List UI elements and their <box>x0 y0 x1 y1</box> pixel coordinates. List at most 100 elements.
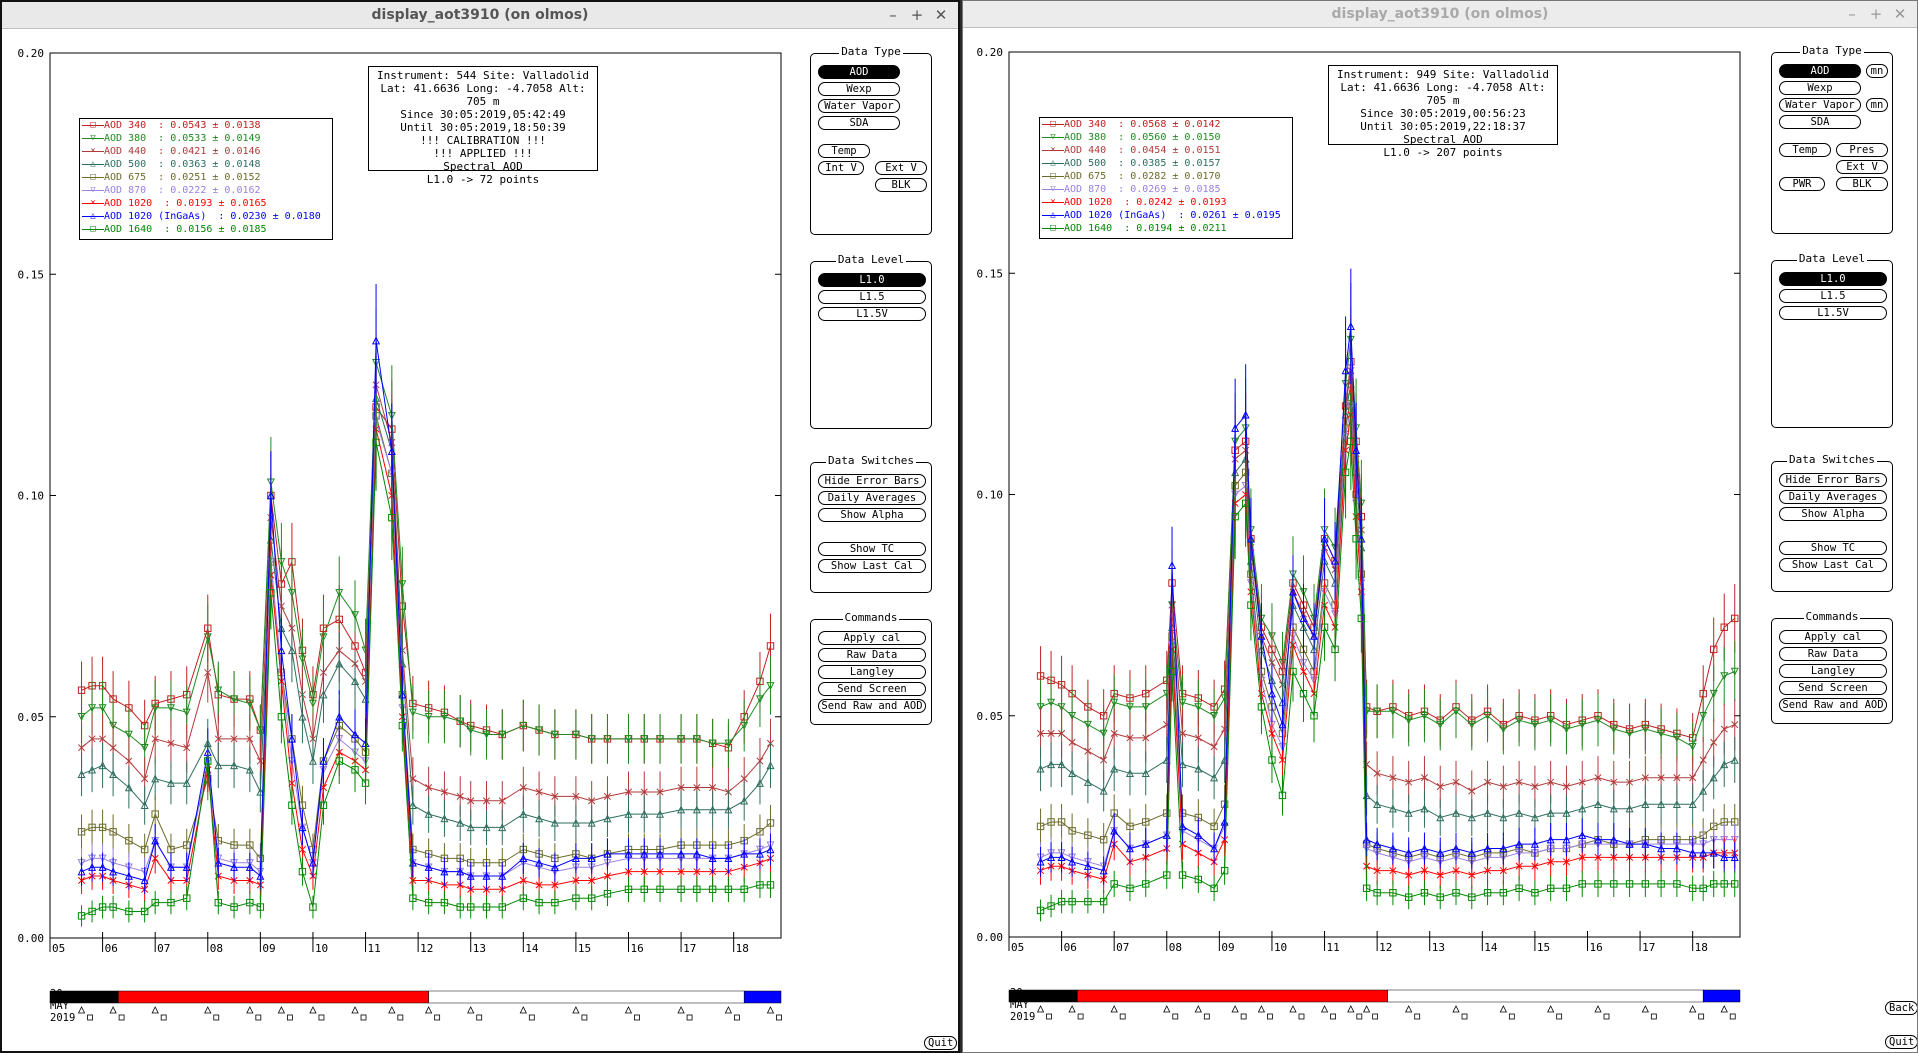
data-point <box>1593 799 1603 808</box>
level-l15-button[interactable]: L1.5 <box>1779 289 1887 303</box>
data-point <box>1709 773 1718 782</box>
level-l15v-button[interactable]: L1.5V <box>818 307 926 321</box>
pres-button[interactable]: Pres <box>1836 143 1888 157</box>
measurement-marker <box>1362 1005 1371 1013</box>
legend-marker-glyph: △ <box>1050 158 1056 168</box>
show-last-cal-button[interactable]: Show Last Cal <box>818 559 926 573</box>
close-icon[interactable]: ✕ <box>1893 5 1907 23</box>
data-point <box>166 862 175 871</box>
wexp-button[interactable]: Wexp <box>1779 81 1861 95</box>
data-point <box>166 704 175 713</box>
sda-button[interactable]: SDA <box>818 116 900 130</box>
legend-label: AOD 870 : 0.0222 ± 0.0162 <box>104 185 261 196</box>
marker-stroke <box>230 735 238 743</box>
data-point <box>77 713 86 722</box>
hide-error-bars-button[interactable]: Hide Error Bars <box>818 474 926 488</box>
level-l15-button[interactable]: L1.5 <box>818 290 926 304</box>
show-last-cal-button[interactable]: Show Last Cal <box>1779 558 1887 572</box>
maximize-icon[interactable]: + <box>910 6 924 24</box>
water-vapor-button[interactable]: Water Vapor <box>1779 98 1861 112</box>
water-vapor-button[interactable]: Water Vapor <box>818 99 900 113</box>
daily-averages-button[interactable]: Daily Averages <box>818 491 926 505</box>
measurement-marker <box>1320 1005 1329 1013</box>
level-l15v-button[interactable]: L1.5V <box>1779 306 1887 320</box>
send-screen-button[interactable]: Send Screen <box>818 682 926 696</box>
marker-stroke <box>167 739 175 747</box>
data-point <box>571 818 580 827</box>
data-point <box>1331 645 1339 654</box>
data-point <box>167 739 175 747</box>
data-point <box>1036 672 1045 680</box>
show-tc-button[interactable]: Show TC <box>818 542 926 556</box>
aod-button[interactable]: AOD <box>818 65 900 79</box>
series-line <box>1040 383 1735 819</box>
minimize-icon[interactable]: – <box>889 6 897 24</box>
close-icon[interactable]: ✕ <box>934 6 948 24</box>
mn-button[interactable]: mn <box>1866 98 1888 112</box>
data-point <box>88 735 96 743</box>
raw-data-button[interactable]: Raw Data <box>818 648 926 662</box>
data-point <box>166 778 175 787</box>
data-point <box>1194 849 1202 857</box>
pwr-button[interactable]: PWR <box>1779 177 1825 191</box>
data-point <box>1688 799 1697 808</box>
title-bar[interactable]: display_aot3910 (on olmos) – + ✕ <box>963 1 1917 28</box>
minimize-icon[interactable]: – <box>1848 5 1856 23</box>
quit-button[interactable]: Quit <box>1885 1035 1917 1049</box>
langley-button[interactable]: Langley <box>818 665 926 679</box>
measurement-marker <box>160 1014 167 1021</box>
maximize-icon[interactable]: + <box>1869 5 1883 23</box>
apply-cal-button[interactable]: Apply cal <box>818 631 926 645</box>
data-point <box>1241 499 1250 508</box>
date-year: 2019 <box>50 1012 76 1024</box>
level-l10-button[interactable]: L1.0 <box>1779 272 1887 286</box>
send-raw-and-aod-button[interactable]: Send Raw and AOD <box>818 699 926 713</box>
data-point <box>708 854 717 863</box>
data-point <box>498 797 506 805</box>
data-point <box>245 862 254 871</box>
x-tick-label: 16 <box>630 942 643 955</box>
marker-stroke <box>551 881 559 889</box>
show-alpha-button[interactable]: Show Alpha <box>1779 507 1887 521</box>
title-bar[interactable]: display_aot3910 (on olmos) – + ✕ <box>2 2 958 29</box>
mn-button[interactable]: mn <box>1866 64 1888 78</box>
quit-button[interactable]: Quit <box>924 1036 958 1050</box>
langley-button[interactable]: Langley <box>1779 664 1887 678</box>
aod-button[interactable]: AOD <box>1779 64 1861 78</box>
back-button[interactable]: Back <box>1885 1001 1917 1015</box>
data-point <box>1268 756 1276 764</box>
x-tick-label: 05 <box>1011 941 1024 954</box>
data-point <box>550 818 559 827</box>
marker-stroke <box>246 735 254 743</box>
x-tick-label: 06 <box>105 942 118 955</box>
data-point <box>409 894 417 902</box>
int-v-button[interactable]: Int V <box>818 161 864 175</box>
hide-error-bars-button[interactable]: Hide Error Bars <box>1779 473 1887 487</box>
measurement-marker <box>686 1014 693 1021</box>
blk-button[interactable]: BLK <box>875 178 927 192</box>
y-tick-label: 0.00 <box>977 931 1004 944</box>
wexp-button[interactable]: Wexp <box>818 82 900 96</box>
marker-stroke <box>141 775 149 783</box>
send-screen-button[interactable]: Send Screen <box>1779 681 1887 695</box>
legend-entry: □ AOD 1640 : 0.0194 ± 0.0211 <box>1042 222 1288 235</box>
ext-v-button[interactable]: Ext V <box>875 161 927 175</box>
show-alpha-button[interactable]: Show Alpha <box>818 508 926 522</box>
data-point <box>1452 707 1461 716</box>
raw-data-button[interactable]: Raw Data <box>1779 647 1887 661</box>
blk-button[interactable]: BLK <box>1836 177 1888 191</box>
send-raw-and-aod-button[interactable]: Send Raw and AOD <box>1779 698 1887 712</box>
ext-v-button[interactable]: Ext V <box>1836 160 1888 174</box>
daily-averages-button[interactable]: Daily Averages <box>1779 490 1887 504</box>
measurement-marker <box>1068 1005 1076 1013</box>
data-point <box>1436 782 1444 791</box>
level-l10-button[interactable]: L1.0 <box>818 273 926 287</box>
data-point <box>624 735 633 744</box>
data-point <box>466 871 475 880</box>
sda-button[interactable]: SDA <box>1779 115 1861 129</box>
temp-button[interactable]: Temp <box>818 144 870 158</box>
temp-button[interactable]: Temp <box>1779 143 1831 157</box>
marker-stroke <box>1626 778 1634 786</box>
apply-cal-button[interactable]: Apply cal <box>1779 630 1887 644</box>
show-tc-button[interactable]: Show TC <box>1779 541 1887 555</box>
